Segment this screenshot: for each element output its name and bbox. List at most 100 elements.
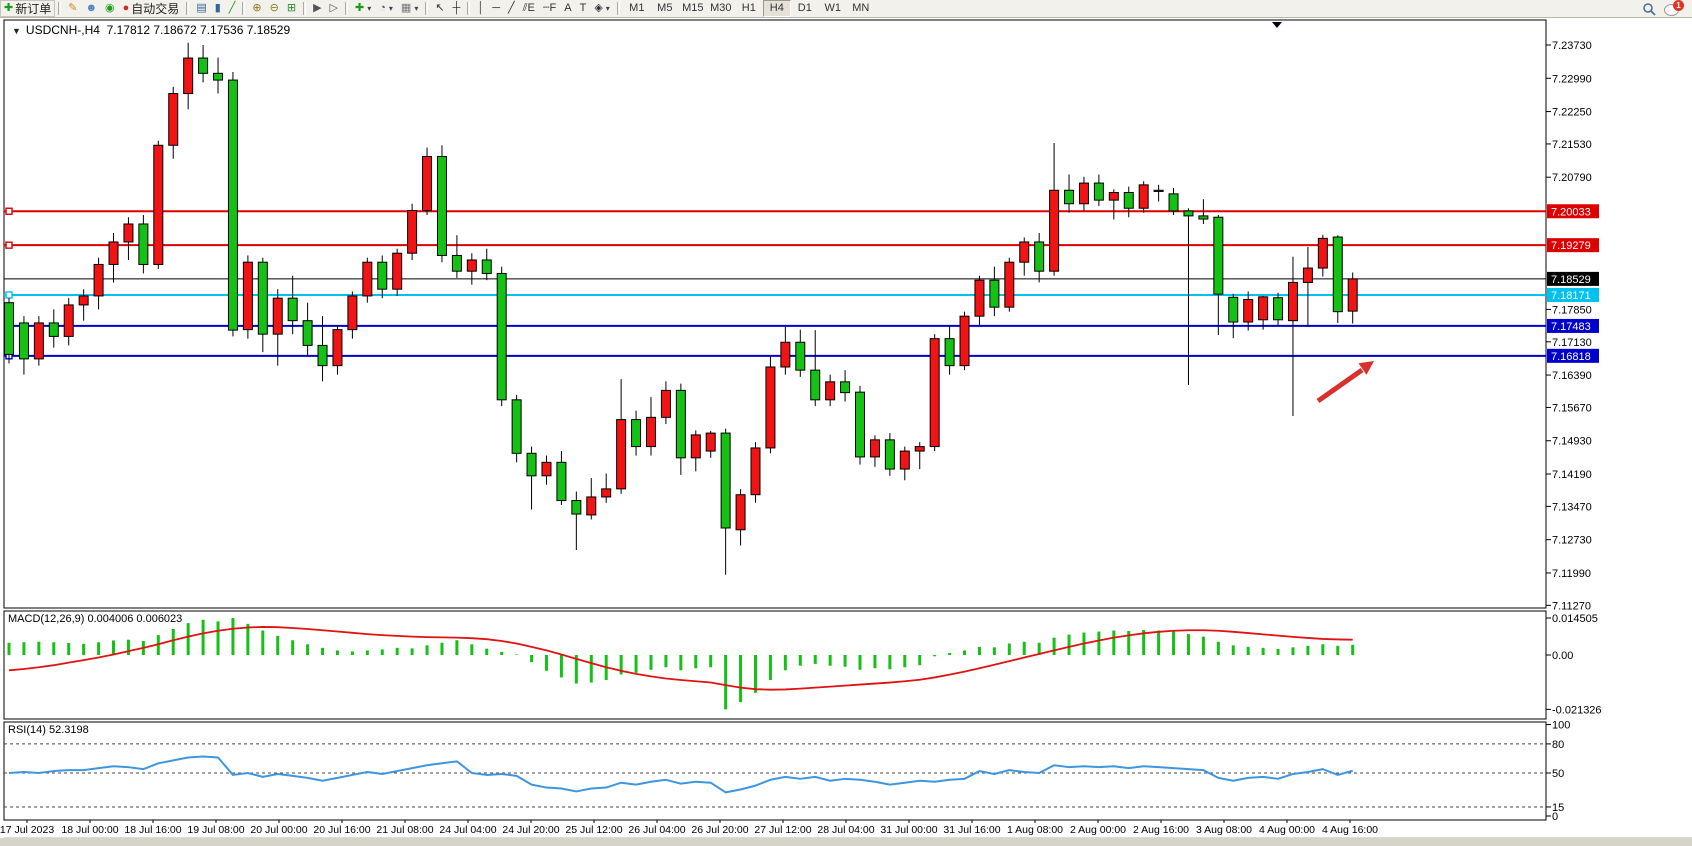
candle-body [332,329,343,367]
auto-trading-label: 自动交易 [131,2,180,16]
zoom-in-button[interactable]: ⊕ [248,0,265,17]
chart-title: ▼ USDCNH-,H4 7.17812 7.18672 7.17536 7.18… [12,23,290,37]
arrows-caret-icon[interactable]: ▾ [605,4,610,13]
new-order-label: 新订单 [15,2,52,16]
indicators-button[interactable]: ✚ ▾ [351,0,375,17]
cursor-icon: ↖ [435,2,445,14]
hline-anchor[interactable] [5,207,13,215]
candle-body [436,156,447,256]
toolbar-separator [467,2,471,15]
price-tick-label: 7.17130 [1552,337,1592,349]
candle-body [257,261,268,335]
timeframe-w1-button[interactable]: W1 [824,2,842,14]
price-tick-label: 7.20790 [1552,172,1592,184]
candle-body [1078,182,1089,205]
candle-body [347,295,358,331]
periods-button[interactable]: ◔ ▾ [375,0,397,17]
chat-button[interactable]: 1 [1664,0,1684,16]
line-chart-button[interactable]: ╱ [225,0,240,17]
search-icon[interactable] [1642,2,1656,16]
trendline-button[interactable]: ╱ [504,0,519,17]
text-icon: A [564,2,572,14]
text-label-button[interactable]: T [576,0,591,17]
periods-icon: ◔ [379,2,386,14]
vertical-line-button[interactable]: │ [473,0,488,17]
arrows-button[interactable]: ◈ ▾ [590,0,613,17]
candle-body [481,259,492,274]
tile-windows-button[interactable]: ⊞ [283,0,300,17]
price-tick-label: 7.14190 [1552,469,1592,481]
price-tag-7.16818: 7.16818 [1551,351,1591,363]
red-arrow-shaft[interactable] [1316,367,1364,404]
time-axis-label: 19 Jul 08:00 [187,824,244,836]
signal-button[interactable]: ◉ [101,0,119,17]
price-chart[interactable]: 7.23730 7.22990 7.22250 7.21530 7.20790 7.178… [0,18,1692,846]
rsi-axis-label: 50 [1552,768,1564,780]
timeframe-h1-button[interactable]: H1 [741,2,756,14]
fibonacci-button[interactable]: ┄F [539,0,560,17]
timeframe-mn-button[interactable]: MN [852,2,870,14]
candlestick-chart-button[interactable]: ▮ [211,0,225,17]
arrows-icon: ◈ [594,2,603,14]
horizontal-line-button[interactable]: ─ [488,0,504,17]
chart-shift-marker[interactable] [1272,22,1282,28]
candle-body [168,93,179,146]
chart-shift-button[interactable]: ▷ [326,0,342,17]
candle-body [63,304,74,337]
candle-body [526,452,537,477]
candles [4,42,1358,575]
candle-body [825,381,836,401]
periods-caret-icon[interactable]: ▾ [388,4,393,13]
zoom-out-button[interactable]: ⊖ [266,0,283,17]
auto-scroll-button[interactable]: ▶ [309,0,325,17]
indicators-icon: ✚ [355,2,365,14]
red-arrow-head[interactable] [1358,361,1375,375]
toolbar-separator [303,2,307,15]
price-tick-label: 7.13470 [1552,501,1592,513]
signal-icon: ◉ [105,2,115,14]
time-axis-label: 28 Jul 04:00 [817,824,874,836]
chart-window: 7.23730 7.22990 7.22250 7.21530 7.20790 7.178… [0,18,1692,846]
candle-body [944,338,955,367]
templates-button[interactable]: ▦ ▾ [397,0,422,17]
timeframe-m1-button[interactable]: M1 [629,2,645,14]
hline-anchor[interactable] [5,241,13,249]
indicators-caret-icon[interactable]: ▾ [367,4,372,13]
bar-chart-button[interactable]: ▤ [192,0,210,17]
hline-anchor[interactable] [5,291,13,299]
candle-body [93,263,104,297]
price-tick-label: 7.23730 [1552,40,1592,52]
time-axis: 17 Jul 2023 18 Jul 00:00 18 Jul 16:00 19 Ju… [0,820,1378,836]
candle-body [213,72,224,81]
new-order-button[interactable]: ✚ 新订单 [0,0,56,17]
timeframe-m5-button[interactable]: M5 [657,2,673,14]
equidistant-channel-button[interactable]: ⫽E [519,0,539,17]
candle-body [183,57,194,95]
cursor-button[interactable]: ↖ [431,0,448,17]
candle-body [645,416,656,448]
candle-body [317,344,328,367]
timeframe-h4-button[interactable]: H4 [762,0,791,17]
timeframe-m15-button[interactable]: M15 [682,2,704,14]
macd-axis-label: 0.014505 [1552,613,1598,625]
timeframe-m30-button[interactable]: M30 [710,2,732,14]
auto-trading-button[interactable]: ● 自动交易 [119,0,184,17]
candle-body [690,434,701,459]
crosshair-button[interactable]: ┼ [449,0,465,17]
candle-body [392,252,403,290]
timeframe-d1-button[interactable]: D1 [797,2,812,14]
candle-body [765,366,776,449]
equidistant-channel-icon: ⫽E [522,2,535,14]
candle-body [1317,237,1328,269]
text-button[interactable]: A [560,0,575,17]
pane-borders [3,19,1692,839]
candle-body [1064,189,1075,205]
macd-axis-label: -0.021326 [1552,704,1602,716]
chart-dropdown-icon[interactable]: ▼ [12,26,21,36]
rsi-line [8,755,1353,794]
templates-caret-icon[interactable]: ▾ [414,4,419,13]
profile-button[interactable]: ☻ [81,0,101,17]
bar-chart-icon: ▤ [196,2,207,14]
rsi-axis-label: 0 [1552,811,1558,823]
styler-button[interactable]: ✎ [64,0,81,17]
